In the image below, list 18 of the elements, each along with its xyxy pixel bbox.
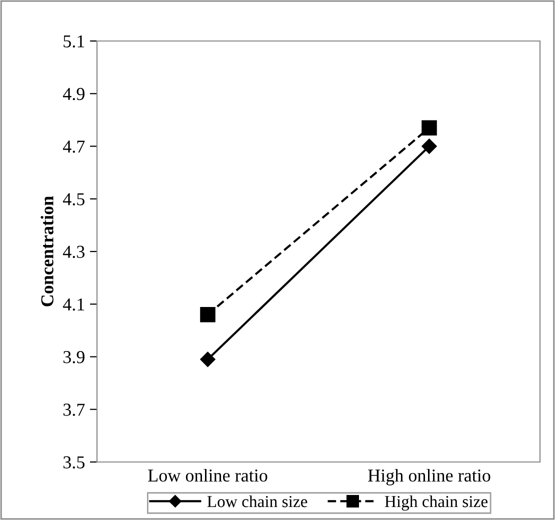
y-tick-label: 4.3 — [62, 246, 84, 258]
y-tick-label: 4.1 — [62, 298, 84, 311]
y-tick-label: 4.5 — [62, 193, 84, 206]
y-tick-label: 3.5 — [63, 456, 84, 469]
x-tick-label: Low online ratio — [148, 468, 268, 482]
y-tick-label: 4.9 — [62, 88, 84, 100]
y-tick-label: 3.7 — [63, 404, 85, 416]
legend-label: Low chain size — [207, 495, 308, 508]
point — [422, 120, 437, 136]
point — [200, 352, 216, 367]
y-tick-label: 4.7 — [62, 140, 85, 153]
y-axis-title: Concentration — [40, 196, 54, 306]
point — [200, 307, 216, 322]
x-tick-label: High online ratio — [368, 468, 490, 486]
y-tick-label: 5.1 — [64, 35, 84, 48]
y-tick-label: 3.9 — [63, 351, 84, 364]
legend-label: High chain size — [384, 495, 488, 511]
point — [422, 138, 437, 154]
